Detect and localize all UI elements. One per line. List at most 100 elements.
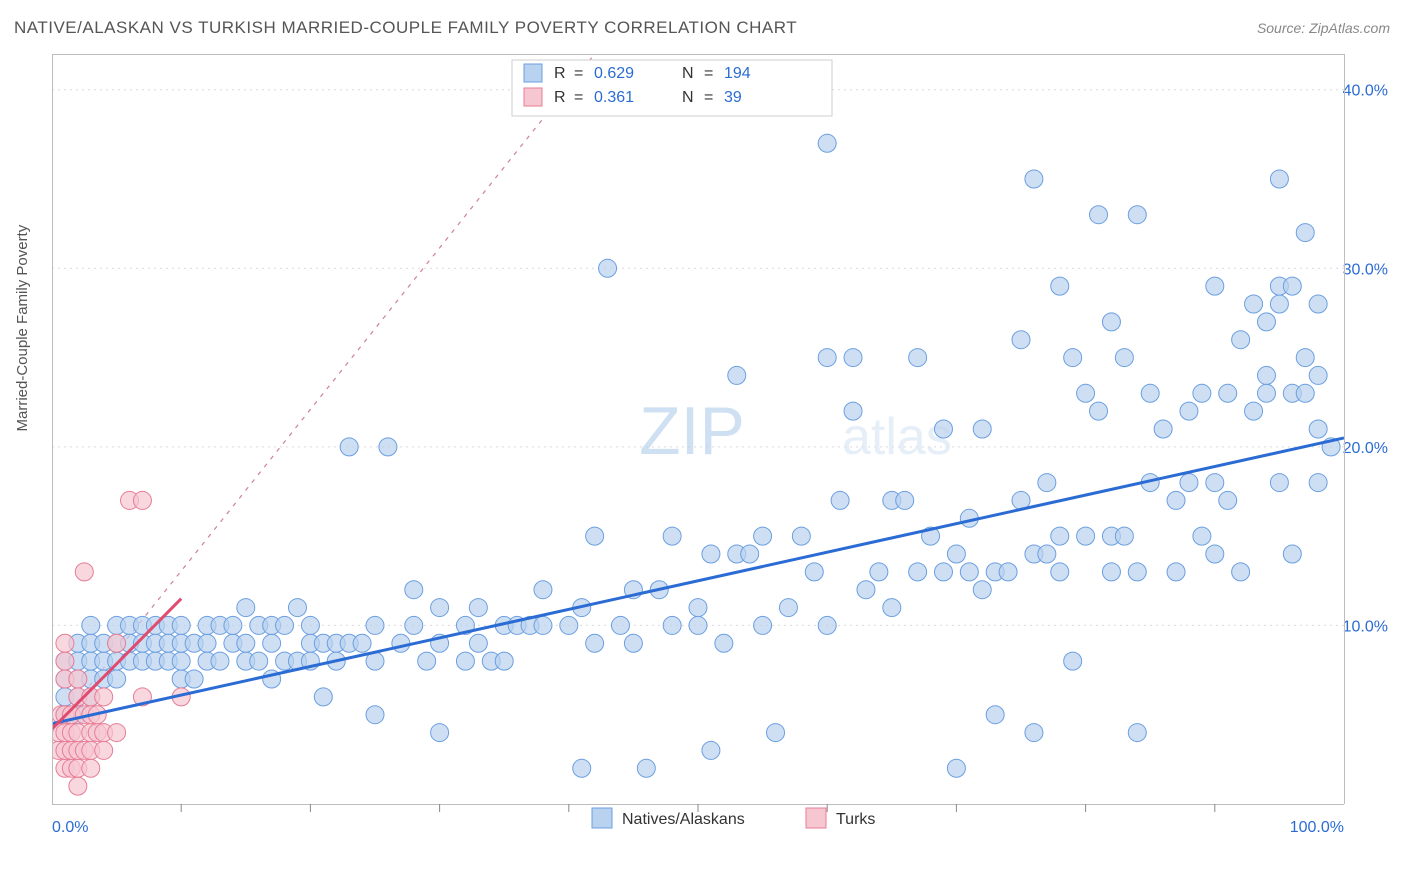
scatter-point <box>1128 206 1146 224</box>
plot-area: 10.0%20.0%30.0%40.0%ZIPatlas0.0%100.0%R=… <box>52 54 1392 840</box>
scatter-point <box>1141 384 1159 402</box>
scatter-point <box>1309 366 1327 384</box>
scatter-point <box>1219 491 1237 509</box>
scatter-point <box>366 706 384 724</box>
scatter-point <box>857 581 875 599</box>
scatter-point <box>663 527 681 545</box>
scatter-point <box>1309 420 1327 438</box>
scatter-point <box>896 491 914 509</box>
scatter-point <box>75 563 93 581</box>
scatter-point <box>172 652 190 670</box>
scatter-point <box>1309 295 1327 313</box>
scatter-point <box>1064 652 1082 670</box>
scatter-point <box>108 724 126 742</box>
scatter-point <box>1180 402 1198 420</box>
legend-swatch <box>524 64 542 82</box>
legend-n-value: 194 <box>724 65 751 82</box>
scatter-point <box>1115 527 1133 545</box>
scatter-point <box>1283 545 1301 563</box>
scatter-point <box>353 634 371 652</box>
scatter-point <box>728 366 746 384</box>
scatter-point <box>1232 331 1250 349</box>
scatter-point <box>1038 545 1056 563</box>
scatter-point <box>534 616 552 634</box>
scatter-point <box>198 634 216 652</box>
scatter-point <box>831 491 849 509</box>
legend-n-label: N <box>682 89 694 106</box>
scatter-point <box>689 599 707 617</box>
scatter-point <box>767 724 785 742</box>
scatter-point <box>69 670 87 688</box>
scatter-point <box>960 563 978 581</box>
scatter-point <box>276 616 294 634</box>
source-attr: Source: ZipAtlas.com <box>1257 20 1390 36</box>
scatter-point <box>702 545 720 563</box>
scatter-point <box>1180 474 1198 492</box>
scatter-point <box>1206 277 1224 295</box>
scatter-point <box>973 420 991 438</box>
legend-swatch <box>524 88 542 106</box>
scatter-point <box>224 616 242 634</box>
scatter-point <box>1270 170 1288 188</box>
scatter-point <box>1270 474 1288 492</box>
y-tick-label: 20.0% <box>1343 440 1388 457</box>
scatter-point <box>405 616 423 634</box>
scatter-point <box>818 349 836 367</box>
scatter-point <box>456 652 474 670</box>
legend-r-value: 0.361 <box>594 89 634 106</box>
scatter-point <box>792 527 810 545</box>
scatter-point <box>1064 349 1082 367</box>
scatter-point <box>82 759 100 777</box>
x-max-label: 100.0% <box>1290 819 1344 836</box>
x-min-label: 0.0% <box>52 819 88 836</box>
legend-eq: = <box>704 65 713 82</box>
scatter-point <box>1128 563 1146 581</box>
scatter-point <box>986 706 1004 724</box>
y-tick-label: 10.0% <box>1343 618 1388 635</box>
scatter-point <box>172 616 190 634</box>
chart-title: NATIVE/ALASKAN VS TURKISH MARRIED-COUPLE… <box>14 18 797 38</box>
scatter-point <box>1257 366 1275 384</box>
scatter-point <box>1102 313 1120 331</box>
scatter-point <box>469 634 487 652</box>
scatter-point <box>288 599 306 617</box>
scatter-point <box>844 349 862 367</box>
scatter-point <box>1296 349 1314 367</box>
scatter-point <box>934 563 952 581</box>
legend-swatch <box>592 808 612 828</box>
scatter-point <box>624 634 642 652</box>
scatter-point <box>56 652 74 670</box>
scatter-point <box>95 741 113 759</box>
scatter-point <box>1206 545 1224 563</box>
scatter-svg: 10.0%20.0%30.0%40.0%ZIPatlas0.0%100.0%R=… <box>52 54 1392 874</box>
scatter-point <box>1154 420 1172 438</box>
scatter-point <box>702 741 720 759</box>
scatter-point <box>495 652 513 670</box>
scatter-point <box>1232 563 1250 581</box>
scatter-point <box>599 259 617 277</box>
scatter-point <box>1245 295 1263 313</box>
scatter-point <box>1115 349 1133 367</box>
scatter-point <box>418 652 436 670</box>
source-name: ZipAtlas.com <box>1309 20 1390 36</box>
scatter-point <box>909 349 927 367</box>
legend-n-label: N <box>682 65 694 82</box>
scatter-point <box>1270 295 1288 313</box>
scatter-point <box>779 599 797 617</box>
scatter-point <box>108 670 126 688</box>
scatter-point <box>1090 402 1108 420</box>
scatter-point <box>185 670 203 688</box>
scatter-point <box>1257 384 1275 402</box>
scatter-point <box>108 634 126 652</box>
scatter-point <box>56 634 74 652</box>
scatter-point <box>883 599 901 617</box>
scatter-point <box>818 134 836 152</box>
scatter-point <box>1309 474 1327 492</box>
scatter-point <box>818 616 836 634</box>
scatter-point <box>431 599 449 617</box>
scatter-point <box>947 759 965 777</box>
scatter-point <box>741 545 759 563</box>
scatter-point <box>211 652 229 670</box>
scatter-point <box>1025 170 1043 188</box>
scatter-point <box>405 581 423 599</box>
